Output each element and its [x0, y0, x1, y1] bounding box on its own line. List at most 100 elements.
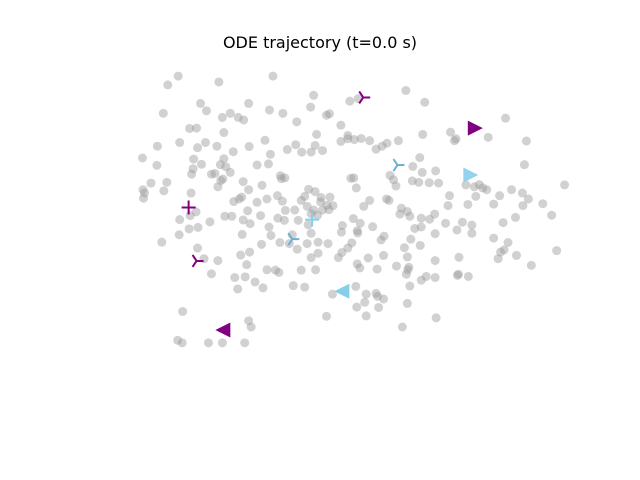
scatter-point-circle-0-109 [507, 185, 517, 195]
scatter-point-circle-0-247 [240, 272, 250, 282]
scatter-point-circle-0-56 [415, 153, 425, 163]
scatter-point-circle-0-214 [157, 237, 167, 247]
scatter-point-circle-0-188 [257, 239, 267, 249]
scatter-point-circle-0-44 [297, 147, 307, 157]
scatter-point-circle-0-39 [252, 160, 262, 170]
scatter-point-circle-0-139 [328, 201, 338, 211]
scatter-point-circle-0-16 [201, 106, 211, 116]
scatter-point-circle-0-10 [158, 108, 168, 118]
scatter-point-circle-0-246 [233, 284, 243, 294]
scatter-point-circle-0-181 [467, 220, 477, 230]
scatter-point-circle-0-21 [264, 105, 274, 115]
scatter-point-circle-0-178 [425, 214, 435, 224]
scatter-point-circle-0-43 [291, 140, 301, 150]
scatter-point-circle-0-162 [245, 219, 255, 229]
scatter-point-circle-0-251 [288, 281, 298, 291]
scatter-point-circle-0-187 [237, 229, 247, 239]
scatter-point-circle-0-136 [318, 205, 328, 215]
scatter-point-circle-0-129 [280, 205, 290, 215]
scatter-point-circle-0-142 [384, 195, 394, 205]
scatter-point-circle-0-63 [501, 113, 511, 123]
scatter-point-circle-0-105 [474, 180, 484, 190]
scatter-point-circle-0-75 [234, 194, 244, 204]
scatter-point-circle-0-239 [421, 271, 431, 281]
scatter-point-threeway_right-7-0 [358, 90, 371, 105]
scatter-point-circle-0-220 [242, 260, 252, 270]
scatter-point-circle-0-213 [526, 260, 536, 270]
scatter-point-circle-0-156 [185, 211, 195, 221]
scatter-point-circle-0-87 [346, 173, 356, 183]
scatter-point-circle-0-65 [152, 160, 162, 170]
scatter-point-circle-0-202 [410, 223, 420, 233]
scatter-point-circle-0-205 [467, 228, 477, 238]
scatter-point-circle-0-243 [323, 239, 333, 249]
scatter-point-circle-0-32 [193, 143, 203, 153]
scatter-point-circle-0-86 [325, 192, 335, 202]
scatter-point-circle-0-229 [363, 253, 373, 263]
scatter-point-circle-0-232 [391, 261, 401, 271]
scatter-point-circle-0-280 [177, 338, 187, 348]
scatter-point-circle-0-11 [185, 123, 195, 133]
scatter-point-circle-0-23 [292, 117, 302, 127]
scatter-point-circle-0-107 [482, 185, 492, 195]
scatter-point-circle-0-134 [309, 205, 319, 215]
scatter-point-circle-0-137 [322, 200, 332, 210]
scatter-point-circle-0-257 [351, 281, 361, 291]
scatter-point-circle-0-133 [302, 201, 312, 211]
scatter-point-circle-0-149 [489, 199, 499, 209]
scatter-point-circle-0-85 [316, 192, 326, 202]
scatter-point-circle-0-143 [396, 203, 406, 213]
scatter-point-circle-0-130 [290, 205, 300, 215]
scatter-point-circle-0-58 [446, 127, 456, 137]
scatter-point-circle-0-170 [313, 210, 323, 220]
scatter-point-circle-0-123 [237, 192, 247, 202]
scatter-point-circle-0-24 [312, 129, 322, 139]
scatter-point-circle-0-148 [463, 199, 473, 209]
scatter-point-circle-0-226 [333, 253, 343, 263]
scatter-point-circle-0-2 [214, 77, 224, 87]
scatter-point-circle-0-201 [406, 234, 416, 244]
scatter-point-circle-0-254 [306, 253, 316, 263]
scatter-point-circle-0-210 [511, 250, 521, 260]
scatter-point-circle-0-240 [403, 265, 413, 275]
scatter-point-circle-0-274 [178, 307, 188, 317]
scatter-point-circle-0-279 [173, 335, 183, 345]
scatter-point-threeway_right-7-1 [191, 254, 204, 268]
scatter-point-circle-0-102 [469, 182, 479, 192]
scatter-point-circle-0-248 [250, 277, 260, 287]
scatter-point-circle-0-36 [219, 154, 229, 164]
scatter-point-circle-0-15 [196, 98, 206, 108]
scatter-point-circle-0-204 [452, 225, 462, 235]
scatter-point-circle-0-118 [186, 188, 196, 198]
scatter-point-circle-0-9 [420, 97, 430, 107]
scatter-point-circle-0-176 [405, 211, 415, 221]
scatter-point-circle-0-66 [187, 169, 197, 179]
scatter-point-circle-0-207 [493, 254, 503, 264]
scatter-point-circle-0-62 [521, 136, 531, 146]
scatter-point-circle-0-233 [402, 252, 412, 262]
scatter-point-circle-0-159 [220, 211, 230, 221]
scatter-point-circle-0-182 [498, 218, 508, 228]
scatter-point-circle-0-249 [258, 283, 268, 293]
scatter-point-circle-0-37 [228, 147, 238, 157]
scatter-point-circle-0-174 [368, 222, 378, 232]
scatter-point-circle-0-154 [138, 193, 148, 203]
scatter-point-circle-0-203 [430, 229, 440, 239]
scatter-point-circle-0-193 [306, 228, 316, 238]
scatter-point-circle-0-111 [523, 194, 533, 204]
scatter-point-circle-0-31 [175, 138, 185, 148]
scatter-point-circle-0-50 [356, 133, 366, 143]
scatter-point-circle-0-19 [239, 115, 249, 125]
scatter-point-circle-0-41 [265, 149, 275, 159]
scatter-point-circle-0-51 [365, 136, 375, 146]
scatter-point-circle-0-195 [336, 227, 346, 237]
scatter-point-circle-0-180 [457, 217, 467, 227]
scatter-point-circle-0-132 [300, 191, 310, 201]
scatter-point-circle-0-29 [343, 130, 353, 140]
scatter-point-circle-0-269 [374, 302, 384, 312]
scatter-point-circle-0-47 [336, 136, 346, 146]
scatter-point-circle-0-45 [306, 147, 316, 157]
scatter-point-circle-0-35 [221, 162, 231, 172]
scatter-point-circle-0-165 [273, 213, 283, 223]
scatter-point-circle-0-112 [519, 160, 529, 170]
